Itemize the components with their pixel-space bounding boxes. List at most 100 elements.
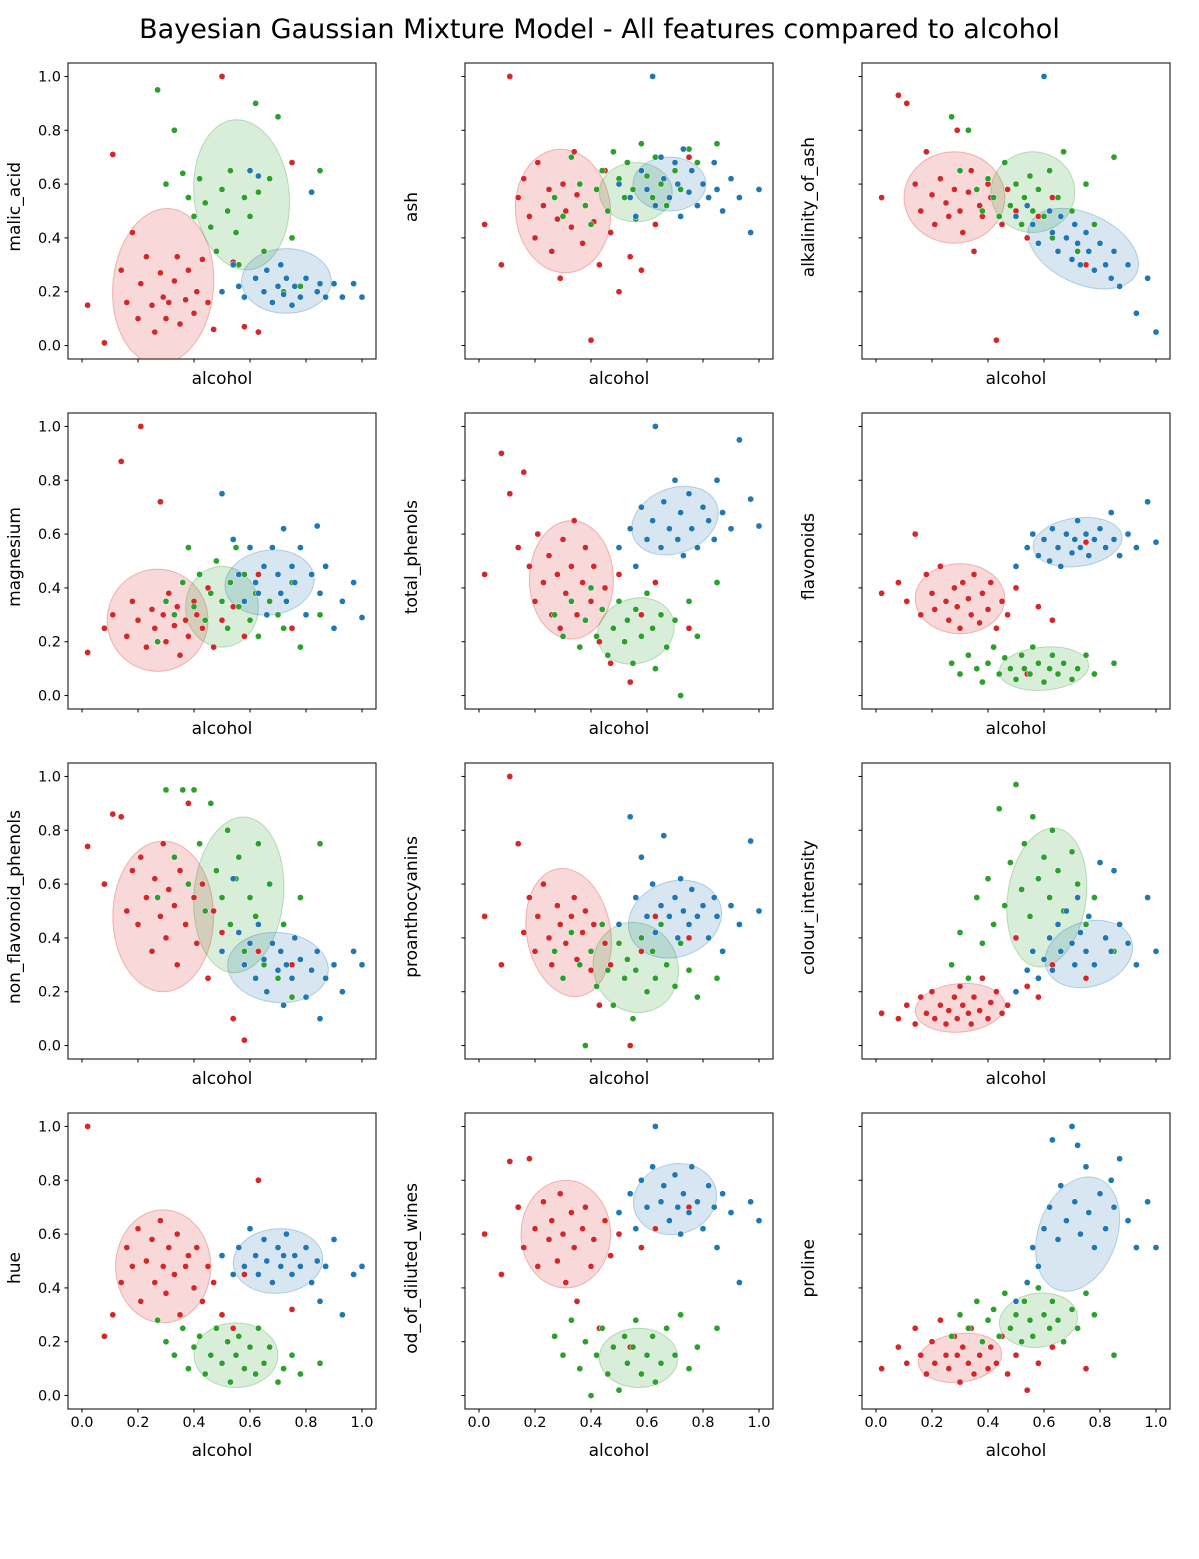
subplot-proline: proline 0.0 0.2 0.4 0.6 0.8 1.0 alcohol (798, 1105, 1195, 1461)
y-tick-label: 0.8 (38, 123, 61, 139)
subplot-malic_acid: malic_acid 0.0 0.2 0.4 0.6 0.8 1.0 alcohol (4, 55, 401, 389)
x-tick-label: 1.0 (747, 1415, 770, 1431)
scatter-red (84, 423, 296, 659)
y-axis-label: proline (799, 1238, 819, 1298)
x-tick-label: 0.6 (1032, 1415, 1055, 1431)
y-tick-label: 0.8 (38, 823, 61, 839)
plot-canvas: 0.0 0.2 0.4 0.6 0.8 1.0 (461, 1112, 774, 1431)
scatter-red (878, 91, 1090, 344)
axis-ticks: 0.0 0.2 0.4 0.6 0.8 1.0 (38, 419, 363, 713)
scatter-red (84, 73, 296, 347)
figure: Bayesian Gaussian Mixture Model - All fe… (4, 14, 1195, 1461)
x-tick-label: 1.0 (350, 1415, 373, 1431)
subplot-non_flavonoid_phenols: non_flavonoid_phenols 0.0 0.2 0.4 0.6 0.8 1.0 a… (4, 755, 401, 1089)
x-tick-label: 0.4 (579, 1415, 602, 1431)
x-tick-label: 0.2 (126, 1415, 149, 1431)
scatter-green (551, 579, 721, 699)
y-tick-label: 1.0 (38, 69, 61, 85)
y-axis-label: ash (402, 191, 422, 223)
plot-canvas: 0.0 0.2 0.4 0.6 0.8 1.0 (858, 1112, 1171, 1431)
scatter-green (948, 113, 1118, 255)
scatter-red (481, 1155, 693, 1351)
plot-canvas (858, 62, 1171, 363)
plot-canvas (461, 762, 774, 1063)
figure-title: Bayesian Gaussian Mixture Model - All fe… (139, 14, 1060, 45)
scatter-green (551, 921, 721, 1049)
plot-canvas (858, 412, 1171, 713)
scatter-blue (615, 73, 763, 236)
scatter-blue (615, 423, 763, 570)
y-tick-label: 0.2 (38, 285, 61, 301)
y-tick-label: 0.2 (38, 1335, 61, 1351)
scatter-green (948, 643, 1118, 686)
scatter-green (154, 786, 324, 1001)
y-axis-label: colour_intensity (799, 839, 819, 975)
x-tick-label: 0.2 (523, 1415, 546, 1431)
y-axis-label: od_of_diluted_wines (402, 1182, 422, 1354)
y-axis-label: total_phenols (402, 499, 422, 615)
axis-ticks (461, 75, 760, 363)
scatter-blue (1012, 73, 1160, 336)
x-axis-label: alcohol (191, 1441, 253, 1461)
x-tick-label: 0.4 (976, 1415, 999, 1431)
y-tick-label: 0.4 (38, 1281, 61, 1297)
x-axis-label: alcohol (985, 1069, 1047, 1089)
subplot-ash: ash alcohol (401, 55, 798, 389)
x-axis-label: alcohol (191, 719, 253, 739)
x-tick-label: 0.8 (294, 1415, 317, 1431)
x-tick-label: 1.0 (1144, 1415, 1167, 1431)
y-axis-label: alkalinity_of_ash (799, 136, 819, 278)
subplot-proanthocyanins: proanthocyanins alcohol (401, 755, 798, 1089)
plot-canvas: 0.0 0.2 0.4 0.6 0.8 1.0 (38, 412, 377, 713)
subplot-magnesium: magnesium 0.0 0.2 0.4 0.6 0.8 1.0 alcohol (4, 405, 401, 739)
y-tick-label: 0.6 (38, 177, 61, 193)
scatter-green (154, 1316, 324, 1386)
axis-ticks: 0.0 0.2 0.4 0.6 0.8 1.0 (38, 769, 363, 1063)
x-axis-label: alcohol (191, 1069, 253, 1089)
scatter-green (154, 86, 324, 296)
x-axis-label: alcohol (985, 369, 1047, 389)
scatter-red (481, 773, 693, 1049)
y-tick-label: 0.6 (38, 877, 61, 893)
scatter-green (551, 140, 721, 228)
scatter-red (481, 450, 693, 686)
y-axis-label: hue (5, 1251, 25, 1284)
plot-canvas (461, 62, 774, 363)
axis-ticks (858, 775, 1157, 1063)
x-tick-label: 0.0 (70, 1415, 93, 1431)
axis-ticks (461, 775, 760, 1063)
y-tick-label: 0.0 (38, 1389, 61, 1405)
axis-ticks: 0.0 0.2 0.4 0.6 0.8 1.0 (38, 69, 363, 363)
x-tick-label: 0.0 (864, 1415, 887, 1431)
plot-canvas: 0.0 0.2 0.4 0.6 0.8 1.0 (38, 762, 377, 1063)
scatter-red (878, 934, 1090, 1028)
y-axis-label: proanthocyanins (402, 836, 422, 978)
gaussian-ellipses (528, 485, 719, 665)
scatter-blue (615, 1123, 763, 1286)
x-axis-label: alcohol (588, 1441, 650, 1461)
y-tick-label: 0.0 (38, 689, 61, 705)
y-tick-label: 0.6 (38, 527, 61, 543)
plot-canvas: 0.0 0.0 0.2 0.2 0.4 0.4 0.6 0.6 0.8 0.8 1.0 1.0 (38, 1112, 377, 1431)
subplot-hue: hue 0.0 0.0 0.2 0.2 0.4 0.4 0.6 0.6 0.8 0.8 1.0 1.0 a… (4, 1105, 401, 1461)
scatter-green (551, 1311, 721, 1399)
y-tick-label: 0.4 (38, 581, 61, 597)
axis-ticks (858, 425, 1157, 713)
subplot-total_phenols: total_phenols alcohol (401, 405, 798, 739)
scatter-red (84, 1123, 296, 1340)
axis-ticks: 0.0 0.2 0.4 0.6 0.8 1.0 (858, 1125, 1168, 1431)
scatter-blue (218, 875, 366, 1022)
gaussian-ellipses (903, 151, 1140, 290)
axis-ticks: 0.0 0.2 0.4 0.6 0.8 1.0 (461, 1125, 771, 1431)
scatter-blue (615, 813, 763, 955)
y-tick-label: 1.0 (38, 1119, 61, 1135)
subplot-od_of_diluted_wines: od_of_diluted_wines 0.0 0.2 0.4 0.6 0.8 1.0 alc… (401, 1105, 798, 1461)
y-axis-label: malic_acid (5, 162, 25, 252)
y-tick-label: 1.0 (38, 769, 61, 785)
x-axis-label: alcohol (985, 1441, 1047, 1461)
x-tick-label: 0.8 (1088, 1415, 1111, 1431)
x-tick-label: 0.2 (920, 1415, 943, 1431)
axis-ticks (858, 75, 1157, 363)
x-tick-label: 0.0 (467, 1415, 490, 1431)
